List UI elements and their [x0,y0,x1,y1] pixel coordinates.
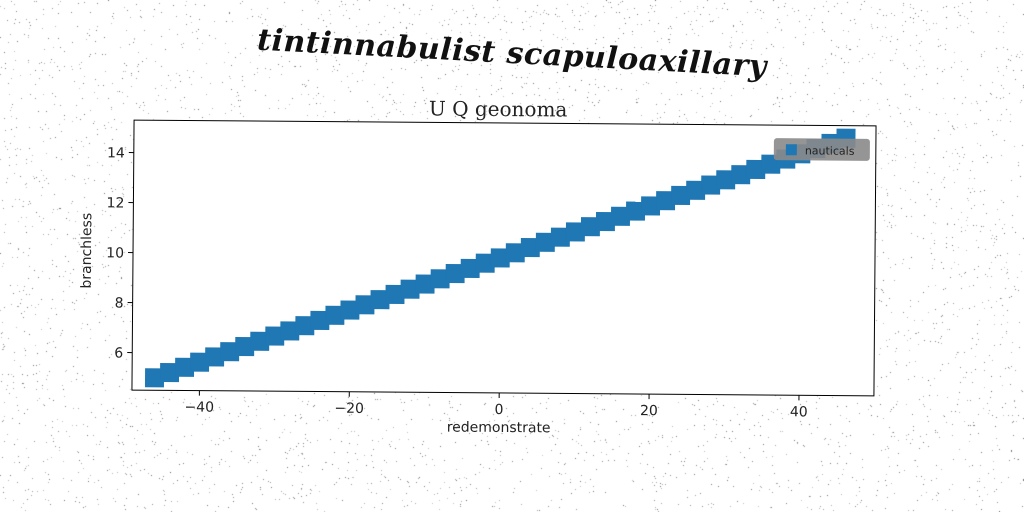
scatter-point [731,165,751,185]
x-tick-label: 0 [495,402,504,418]
scatter-point [490,248,510,268]
scatter-point [595,211,616,232]
scatter-point [640,196,661,216]
scatter-point [701,175,721,195]
scatter-point [295,316,315,336]
x-tick-label: 40 [790,404,808,420]
scatter-point [370,290,390,310]
scatter-point [190,352,210,372]
y-tick-label: 8 [115,295,124,311]
y-tick-label: 14 [107,145,125,161]
scatter-point [671,185,691,206]
y-axis-label: branchless [79,213,96,289]
scatter-point [159,362,180,383]
scatter-point [656,191,676,211]
scatter-point [400,279,420,299]
scatter-point [280,321,300,341]
scatter-point [565,222,585,242]
scatter-point [340,300,360,320]
scatter-point [716,170,736,190]
y-tick-label: 10 [106,245,124,261]
scatter-point [175,357,195,377]
y-tick-label: 6 [114,345,123,361]
scatter-point [535,232,555,252]
scatter-point [520,237,540,258]
scatter-point [475,253,495,273]
scatter-point [265,326,285,346]
scatter-point [550,227,570,247]
scatter-point [235,336,255,357]
scatter-point [430,269,450,289]
scatter-point [445,264,465,284]
scatter-point [746,159,766,180]
legend-label: nauticals [805,144,855,157]
scatter-point [144,368,165,388]
scatter-point [580,217,601,237]
scatter-point [385,284,405,305]
scatter-point [250,331,270,351]
y-axis: 6 8 10 12 14 [106,145,134,362]
scatter-point [460,258,480,278]
scatter-point [310,310,330,331]
data-points [144,128,856,388]
x-axis: −40 −20 0 20 40 [184,390,808,420]
scatter-point [355,295,375,315]
scatter-point [415,274,435,294]
scatter-point [625,201,646,221]
x-tick-label: 20 [640,403,658,419]
y-tick-label: 12 [107,195,125,211]
chart-title: U Q geonoma [429,96,568,121]
legend-box [773,138,870,161]
scatter-point [205,347,225,367]
scatter-point [686,180,706,200]
scatter-point [325,305,345,325]
x-tick-label: −20 [334,401,364,417]
legend-swatch [785,144,797,156]
scatter-point [610,206,631,226]
x-axis-label: redemonstrate [447,420,551,437]
x-tick-label: −40 [184,400,214,416]
scatter-point [505,243,525,263]
scatter-point [220,342,240,362]
legend: nauticals [773,138,870,161]
